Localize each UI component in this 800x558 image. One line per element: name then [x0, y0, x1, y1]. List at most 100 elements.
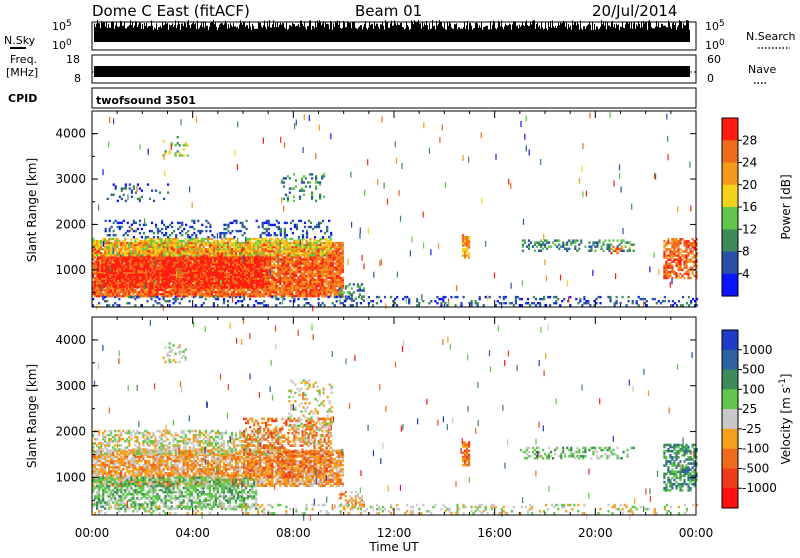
heatmap-cell — [297, 289, 299, 291]
heatmap-cell — [266, 270, 268, 272]
heatmap-cell — [97, 261, 99, 263]
nsky-bar — [241, 23, 242, 42]
heatmap-cell — [106, 246, 108, 248]
heatmap-cell — [127, 274, 129, 276]
heatmap-cell — [281, 260, 283, 262]
nsky-bar — [162, 22, 163, 42]
nsky-bar — [382, 22, 383, 42]
nsky-bar — [479, 25, 480, 42]
heatmap-cell — [132, 250, 134, 252]
heatmap-cell — [256, 284, 258, 286]
power-heatmap-cells — [92, 112, 698, 311]
nsky-bar — [172, 23, 173, 42]
heatmap-cell — [94, 271, 96, 273]
nsky-bar — [487, 26, 488, 42]
heatmap-cell — [224, 263, 226, 265]
heatmap-cell — [281, 277, 283, 279]
heatmap-cell — [251, 295, 253, 297]
nsky-bar — [211, 22, 212, 42]
heatmap-cell — [150, 250, 152, 252]
nsky-bar — [467, 21, 468, 42]
heatmap-cell — [145, 280, 147, 282]
heatmap-cell — [108, 244, 110, 246]
nsky-bar — [525, 22, 526, 42]
heatmap-cell — [338, 246, 340, 248]
heatmap-cell — [342, 260, 344, 262]
nsky-bar — [493, 21, 494, 42]
heatmap-cell — [303, 246, 305, 248]
heatmap-cell — [314, 295, 316, 297]
nsky-bar — [615, 28, 616, 42]
heatmap-cell — [186, 284, 188, 286]
nsky-bar — [170, 26, 171, 42]
heatmap-cell — [125, 259, 127, 261]
nsky-bar — [486, 26, 487, 42]
heatmap-cell — [123, 263, 125, 265]
nsky-bar — [336, 23, 337, 42]
nsky-bar — [629, 22, 630, 42]
nsky-bar — [480, 28, 481, 42]
nsky-bar — [234, 26, 235, 42]
heatmap-cell — [330, 271, 332, 273]
nsky-bar — [435, 29, 436, 42]
heatmap-cell — [165, 240, 167, 242]
heatmap-cell — [129, 263, 131, 265]
nsky-bar — [294, 24, 295, 42]
nsky-bar — [323, 21, 324, 42]
heatmap-cell — [318, 289, 320, 291]
heatmap-cell — [223, 295, 225, 297]
nsky-bar — [448, 26, 449, 42]
heatmap-cell — [116, 289, 118, 291]
heatmap-cell — [179, 295, 181, 297]
heatmap-cell — [133, 280, 135, 282]
heatmap-cell — [133, 266, 135, 268]
heatmap-cell — [114, 246, 116, 248]
heatmap-cell — [332, 281, 334, 283]
heatmap-cell — [314, 281, 316, 283]
nsky-bar — [497, 28, 498, 42]
heatmap-cell — [334, 242, 336, 244]
heatmap-cell — [129, 284, 131, 286]
nsky-bar — [598, 29, 599, 42]
heatmap-cell — [297, 264, 299, 266]
heatmap-cell — [199, 289, 201, 291]
nsky-bar — [573, 25, 574, 42]
heatmap-cell — [340, 281, 342, 283]
nsky-bar — [589, 22, 590, 42]
heatmap-cell — [220, 274, 222, 276]
heatmap-cell — [299, 250, 301, 252]
heatmap-cell — [184, 259, 186, 261]
heatmap-cell — [96, 240, 98, 242]
nsky-bar — [657, 26, 658, 42]
heatmap-cell — [139, 280, 141, 282]
heatmap-cell — [155, 268, 157, 270]
nsky-bar — [388, 28, 389, 42]
heatmap-cell — [244, 270, 246, 272]
heatmap-cell — [198, 280, 200, 282]
heatmap-cell — [118, 250, 120, 252]
heatmap-cell — [336, 264, 338, 266]
heatmap-cell — [208, 261, 210, 263]
heatmap-cell — [208, 280, 210, 282]
nsky-bar — [137, 27, 138, 42]
heatmap-cell — [226, 286, 228, 288]
heatmap-cell — [200, 284, 202, 286]
heatmap-cell — [291, 285, 293, 287]
nsky-bar — [539, 25, 540, 42]
heatmap-cell — [289, 271, 291, 273]
heatmap-cell — [279, 264, 281, 266]
nsky-bar — [285, 29, 286, 42]
nsky-bar — [293, 24, 294, 42]
nsky-bar — [96, 24, 97, 42]
nsky-bar — [250, 27, 251, 42]
heatmap-cell — [336, 275, 338, 277]
nsky-bar — [188, 20, 189, 42]
heatmap-cell — [297, 277, 299, 279]
heatmap-cell — [132, 289, 134, 291]
heatmap-cell — [220, 270, 222, 272]
heatmap-cell — [254, 259, 256, 261]
heatmap-cell — [170, 286, 172, 288]
heatmap-cell — [144, 250, 146, 252]
nsky-bar — [159, 27, 160, 42]
nsky-bar — [578, 24, 579, 42]
